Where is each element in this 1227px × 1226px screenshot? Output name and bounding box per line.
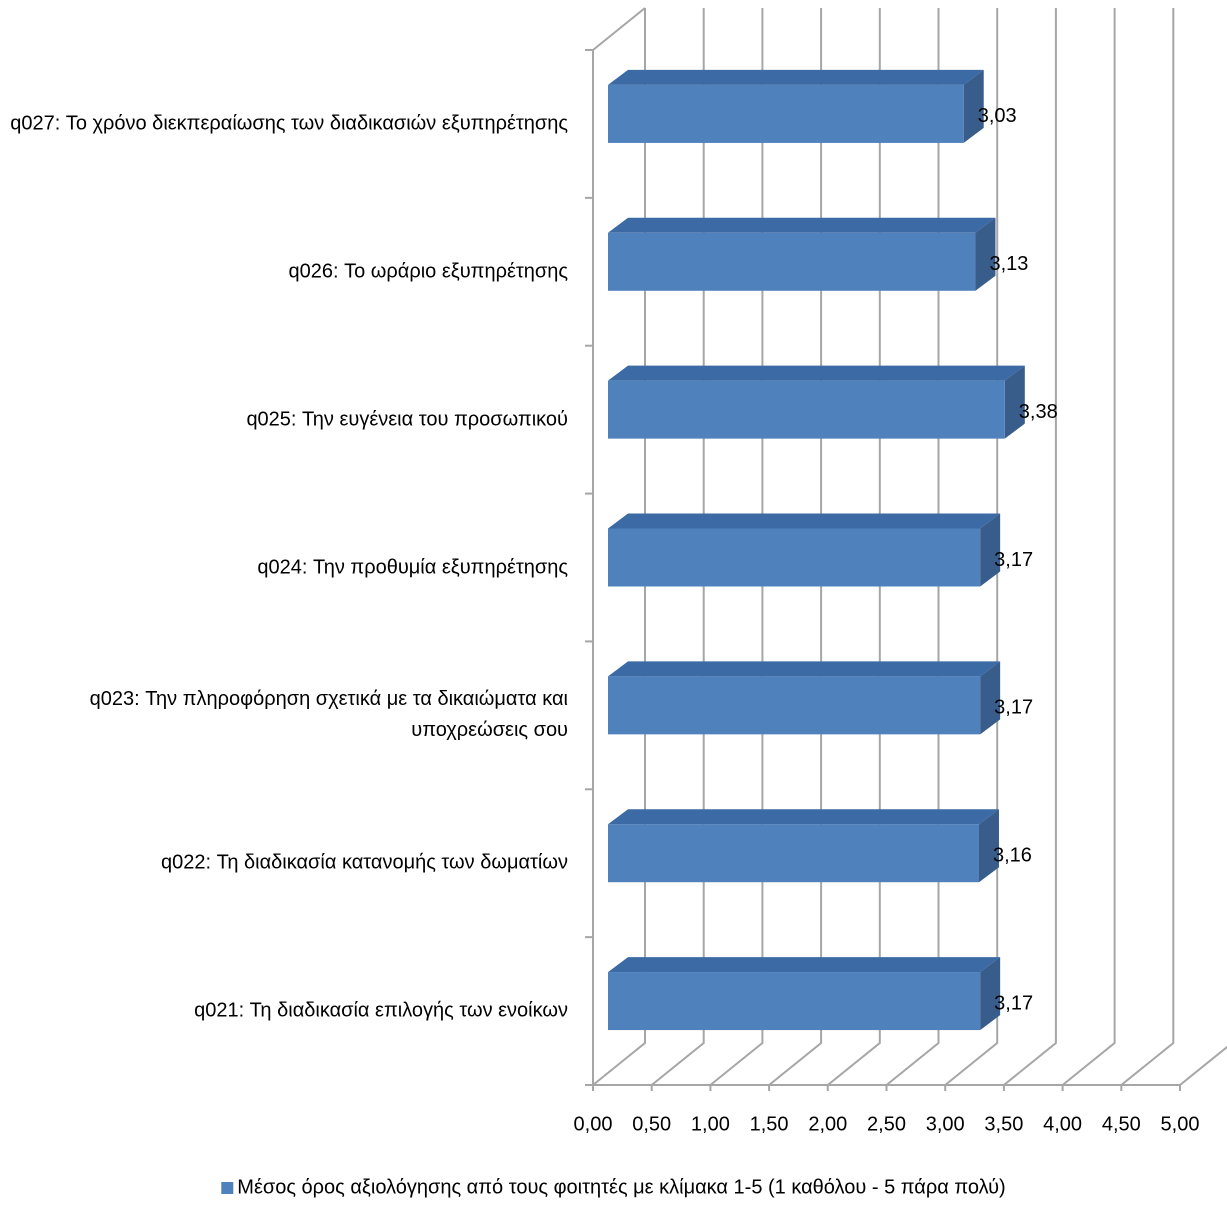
y-tick-label: q022: Τη διαδικασία κατανομής των δωματί… [160, 851, 568, 874]
bar-side [980, 513, 1001, 587]
bar-side [963, 69, 984, 143]
bar-top [608, 69, 984, 85]
y-tick-label: q023: Την πληροφόρηση σχετικά με τα δικα… [89, 688, 568, 742]
grid-line [1120, 8, 1175, 1086]
grid-line [1003, 8, 1057, 1086]
x-tick-label: 2,50 [867, 1113, 906, 1135]
legend-swatch [221, 1182, 234, 1194]
bar-top [608, 809, 999, 825]
value-label: 3,38 [1019, 401, 1058, 423]
bar-top [608, 661, 1001, 677]
grid-line [1179, 1045, 1227, 1086]
value-label: 3,17 [994, 992, 1033, 1014]
grid-line [651, 8, 705, 1086]
x-tick-label: 1,00 [691, 1113, 730, 1135]
bar [608, 528, 981, 587]
bar [608, 824, 979, 883]
grid-line [768, 8, 823, 1086]
grid-line [944, 8, 999, 1086]
grid-line [1061, 8, 1116, 1086]
x-tick-label: 2,00 [808, 1113, 847, 1135]
bar-side [980, 661, 1001, 735]
grid-line [709, 8, 764, 1086]
bar [608, 380, 1005, 439]
bar [608, 676, 981, 735]
bar [608, 972, 981, 1031]
x-tick-label: 3,00 [926, 1113, 965, 1135]
bar-side [1004, 365, 1025, 439]
y-tick-label: q021: Τη διαδικασία επιλογής των ενοίκων [194, 999, 568, 1022]
x-tick-label: 3,50 [984, 1113, 1023, 1135]
bar-top [608, 513, 1001, 529]
y-tick-label: q027: Το χρόνο διεκπεραίωσης των διαδικα… [10, 112, 568, 135]
bar [608, 232, 976, 291]
wall [592, 7, 646, 51]
x-tick-label: 0,00 [574, 1113, 613, 1135]
value-label: 3,03 [978, 105, 1017, 127]
bar-side [975, 217, 996, 291]
x-tick-label: 4,50 [1102, 1113, 1141, 1135]
bar-side [980, 957, 1001, 1031]
value-label: 3,17 [994, 697, 1033, 719]
x-tick-label: 1,50 [750, 1113, 789, 1135]
bar-side [978, 809, 999, 883]
y-tick-label: q025: Την ευγένεια του προσωπικού [246, 408, 568, 431]
grid-line [885, 8, 940, 1086]
bar-top [608, 365, 1025, 381]
grid-line [827, 8, 881, 1086]
bar-top [608, 217, 996, 233]
value-label: 3,17 [994, 549, 1033, 571]
x-tick-label: 5,00 [1161, 1113, 1200, 1135]
legend-label: Μέσος όρος αξιολόγησης από τους φοιτητές… [237, 1176, 1005, 1198]
bar [608, 84, 964, 143]
value-label: 3,16 [993, 844, 1032, 866]
y-tick-label: q026: Το ωράριο εξυπηρέτησης [288, 260, 568, 283]
x-tick-label: 0,50 [632, 1113, 671, 1135]
value-label: 3,13 [989, 253, 1028, 275]
x-tick-label: 4,00 [1043, 1113, 1082, 1135]
y-tick-label: q024: Την προθυμία εξυπηρέτησης [257, 556, 568, 578]
grid-line [592, 8, 646, 1086]
bar-top [608, 957, 1001, 973]
